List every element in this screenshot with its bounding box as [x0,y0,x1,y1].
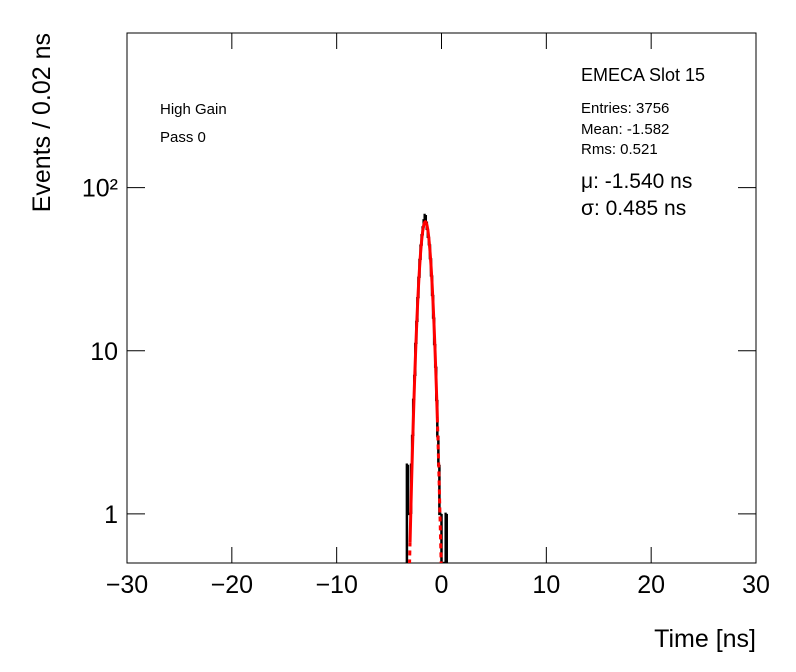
y-axis-title: Events / 0.02 ns [28,33,56,212]
y-tick-label: 10 [90,338,118,366]
fit-mu: μ: -1.540 ns [581,170,692,193]
fit-curve [408,220,439,543]
gain-label: High Gain [160,101,227,118]
x-tick-label: −30 [106,571,148,599]
hist-bin [406,464,410,516]
hist-title: EMECA Slot 15 [581,65,705,85]
x-tick-label: 30 [742,571,770,599]
x-tick-label: 10 [532,571,560,599]
x-tick-label: 0 [435,571,449,599]
y-tick-label: 1 [104,501,118,529]
plot-area [405,213,448,563]
stat-mean: Mean: -1.582 [581,121,669,138]
x-tick-label: −20 [211,571,253,599]
stat-entries: Entries: 3756 [581,100,669,117]
y-tick-label: 10² [82,175,118,203]
x-tick-label: −10 [315,571,357,599]
hist-bin [445,513,448,563]
x-axis-title: Time [ns] [654,625,756,653]
pass-label: Pass 0 [160,129,206,146]
hist-bin [405,463,409,563]
fit-sigma: σ: 0.485 ns [581,197,686,220]
x-tick-label: 20 [637,571,665,599]
stat-rms: Rms: 0.521 [581,141,658,158]
